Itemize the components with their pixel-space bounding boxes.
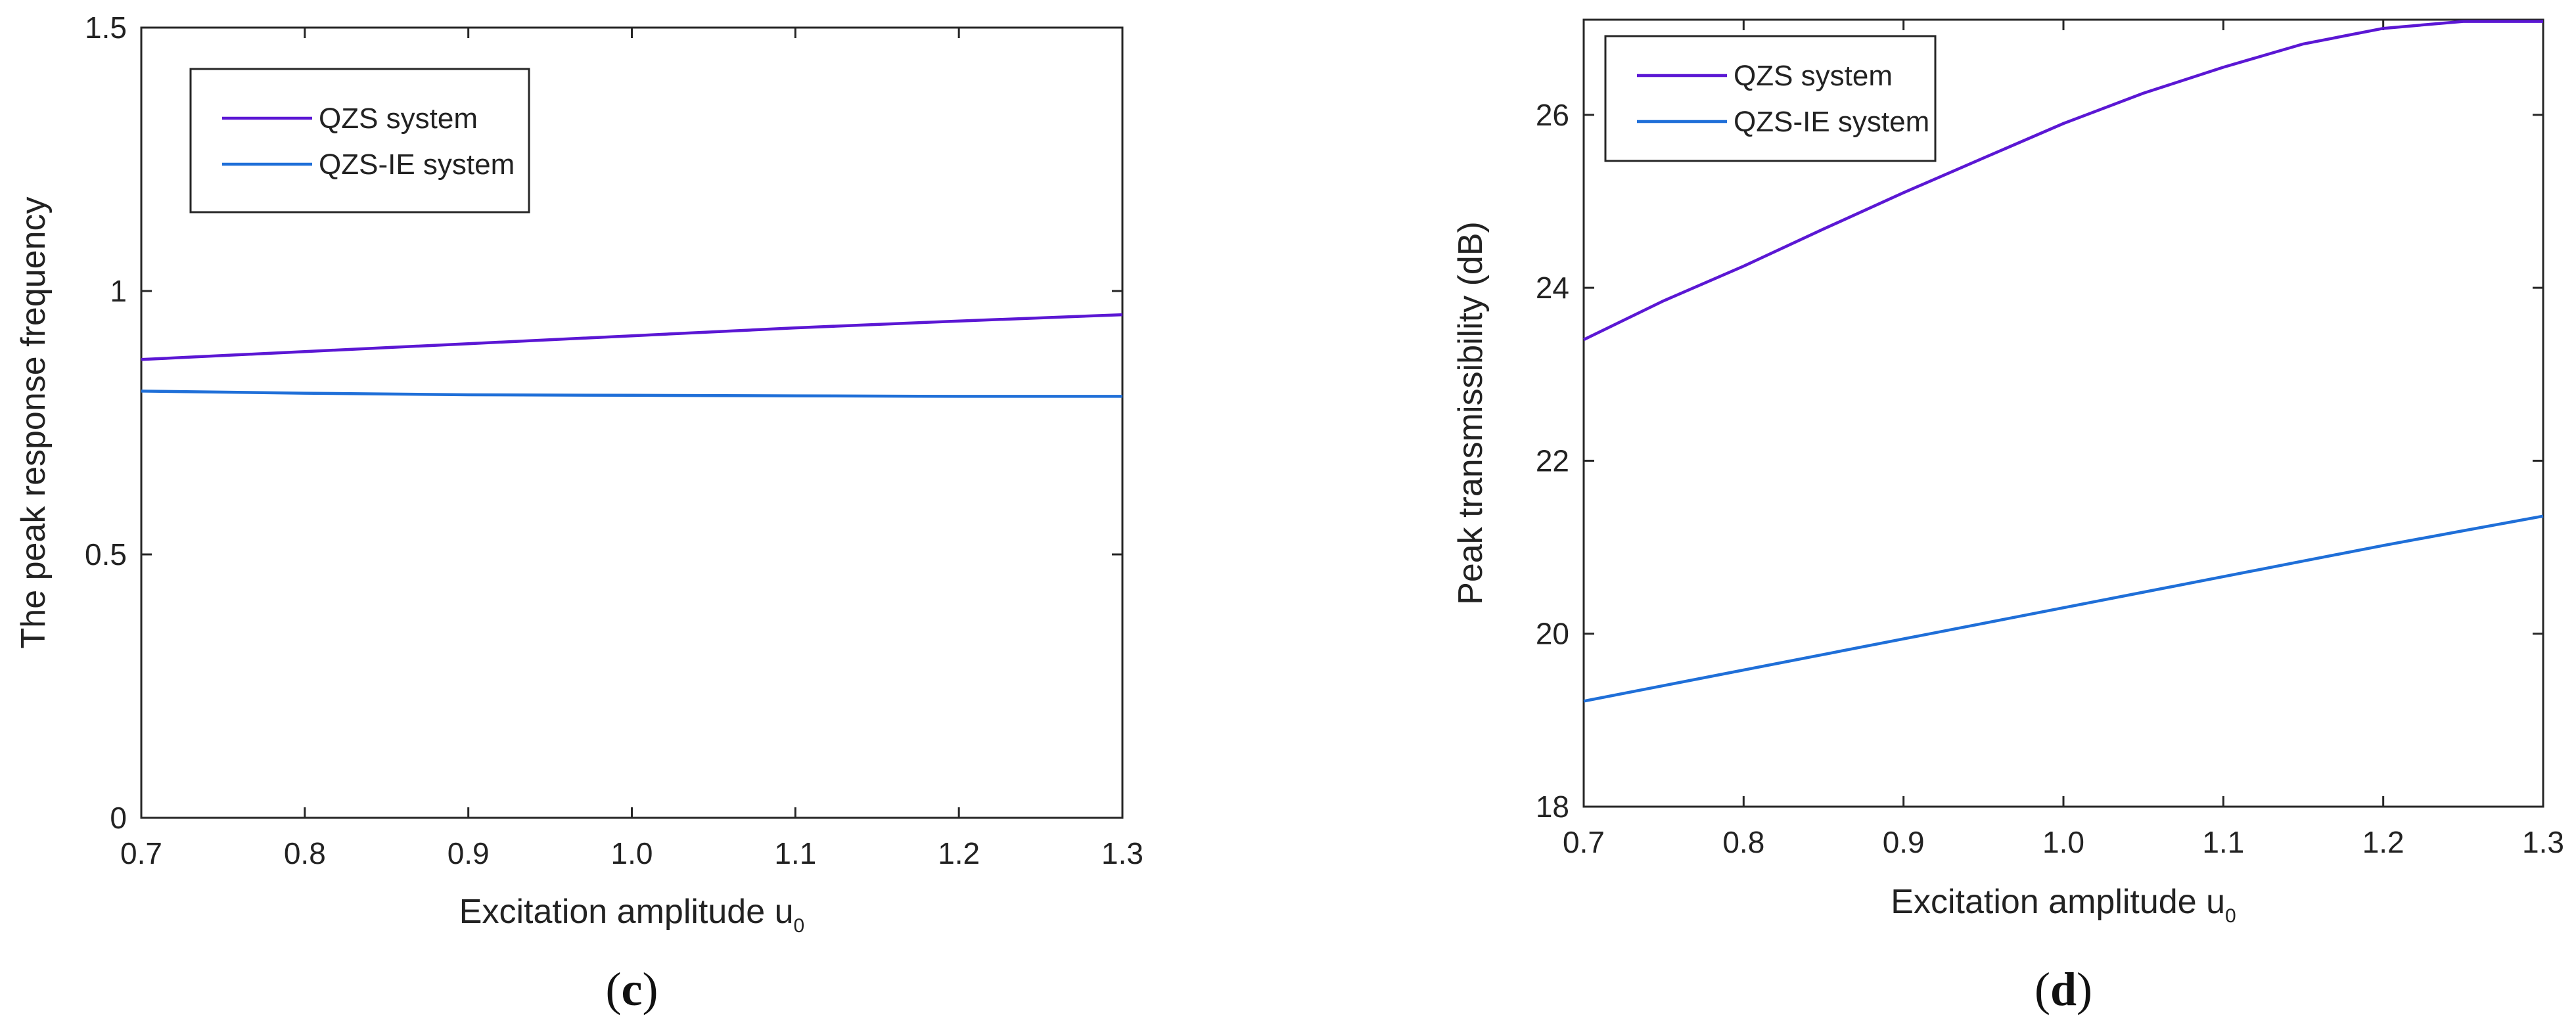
series-line-qzs-system <box>141 313 1123 361</box>
x-axis-label: Excitation amplitude u0 <box>1891 883 2236 927</box>
legend-label: QZS system <box>319 102 478 135</box>
y-tick-label: 1 <box>110 274 127 308</box>
y-tick-label: 1.5 <box>85 11 127 45</box>
y-tick-label: 24 <box>1536 271 1569 305</box>
y-tick-label: 20 <box>1536 617 1569 651</box>
legend-box <box>189 68 530 213</box>
x-tick-label: 1.2 <box>2362 825 2404 859</box>
y-tick-label: 0.5 <box>85 537 127 571</box>
series-line-qzs-ie-system <box>141 390 1122 398</box>
x-tick-label: 1.0 <box>2042 825 2084 859</box>
x-tick-label: 1.1 <box>2202 825 2244 859</box>
x-tick-label: 1.3 <box>2522 825 2564 859</box>
legend-label: QZS-IE system <box>1734 106 1929 138</box>
panel-label: (c) <box>606 963 658 1016</box>
x-tick-label: 0.7 <box>1563 825 1605 859</box>
y-tick-label: 26 <box>1536 98 1569 132</box>
series-line-qzs-system <box>1583 20 2543 342</box>
legend: QZS system QZS-IE system <box>189 68 530 213</box>
x-tick-label: 0.9 <box>1883 825 1925 859</box>
y-tick-label: 0 <box>110 801 127 835</box>
series-line-qzs-ie-system <box>1583 514 2544 703</box>
y-tick-label: 22 <box>1536 443 1569 478</box>
legend-label: QZS system <box>1734 60 1893 92</box>
chart-panel-d: 0.7 0.8 0.9 1.0 1.1 1.2 1.3 18 20 22 24 26 QZS syste… <box>1452 18 2564 1016</box>
legend: QZS system QZS-IE system <box>1604 35 1937 162</box>
x-tick-label: 1.2 <box>938 836 980 870</box>
x-tick-label: 1.3 <box>1101 836 1143 870</box>
x-tick-label: 0.7 <box>120 836 162 870</box>
y-axis-label: Peak transmissibility (dB) <box>1452 221 1490 605</box>
y-axis-label: The peak response frequency <box>14 197 53 649</box>
x-tick-label: 1.1 <box>774 836 816 870</box>
x-tick-label: 0.9 <box>448 836 490 870</box>
legend-label: QZS-IE system <box>319 148 515 181</box>
x-tick-label: 0.8 <box>1722 825 1764 859</box>
y-tick-label: 18 <box>1536 790 1569 824</box>
x-tick-label: 1.0 <box>611 836 653 870</box>
x-axis-label: Excitation amplitude u0 <box>459 893 804 937</box>
x-tick-label: 0.8 <box>284 836 326 870</box>
panel-label: (d) <box>2035 963 2092 1016</box>
legend-box <box>1604 35 1937 162</box>
